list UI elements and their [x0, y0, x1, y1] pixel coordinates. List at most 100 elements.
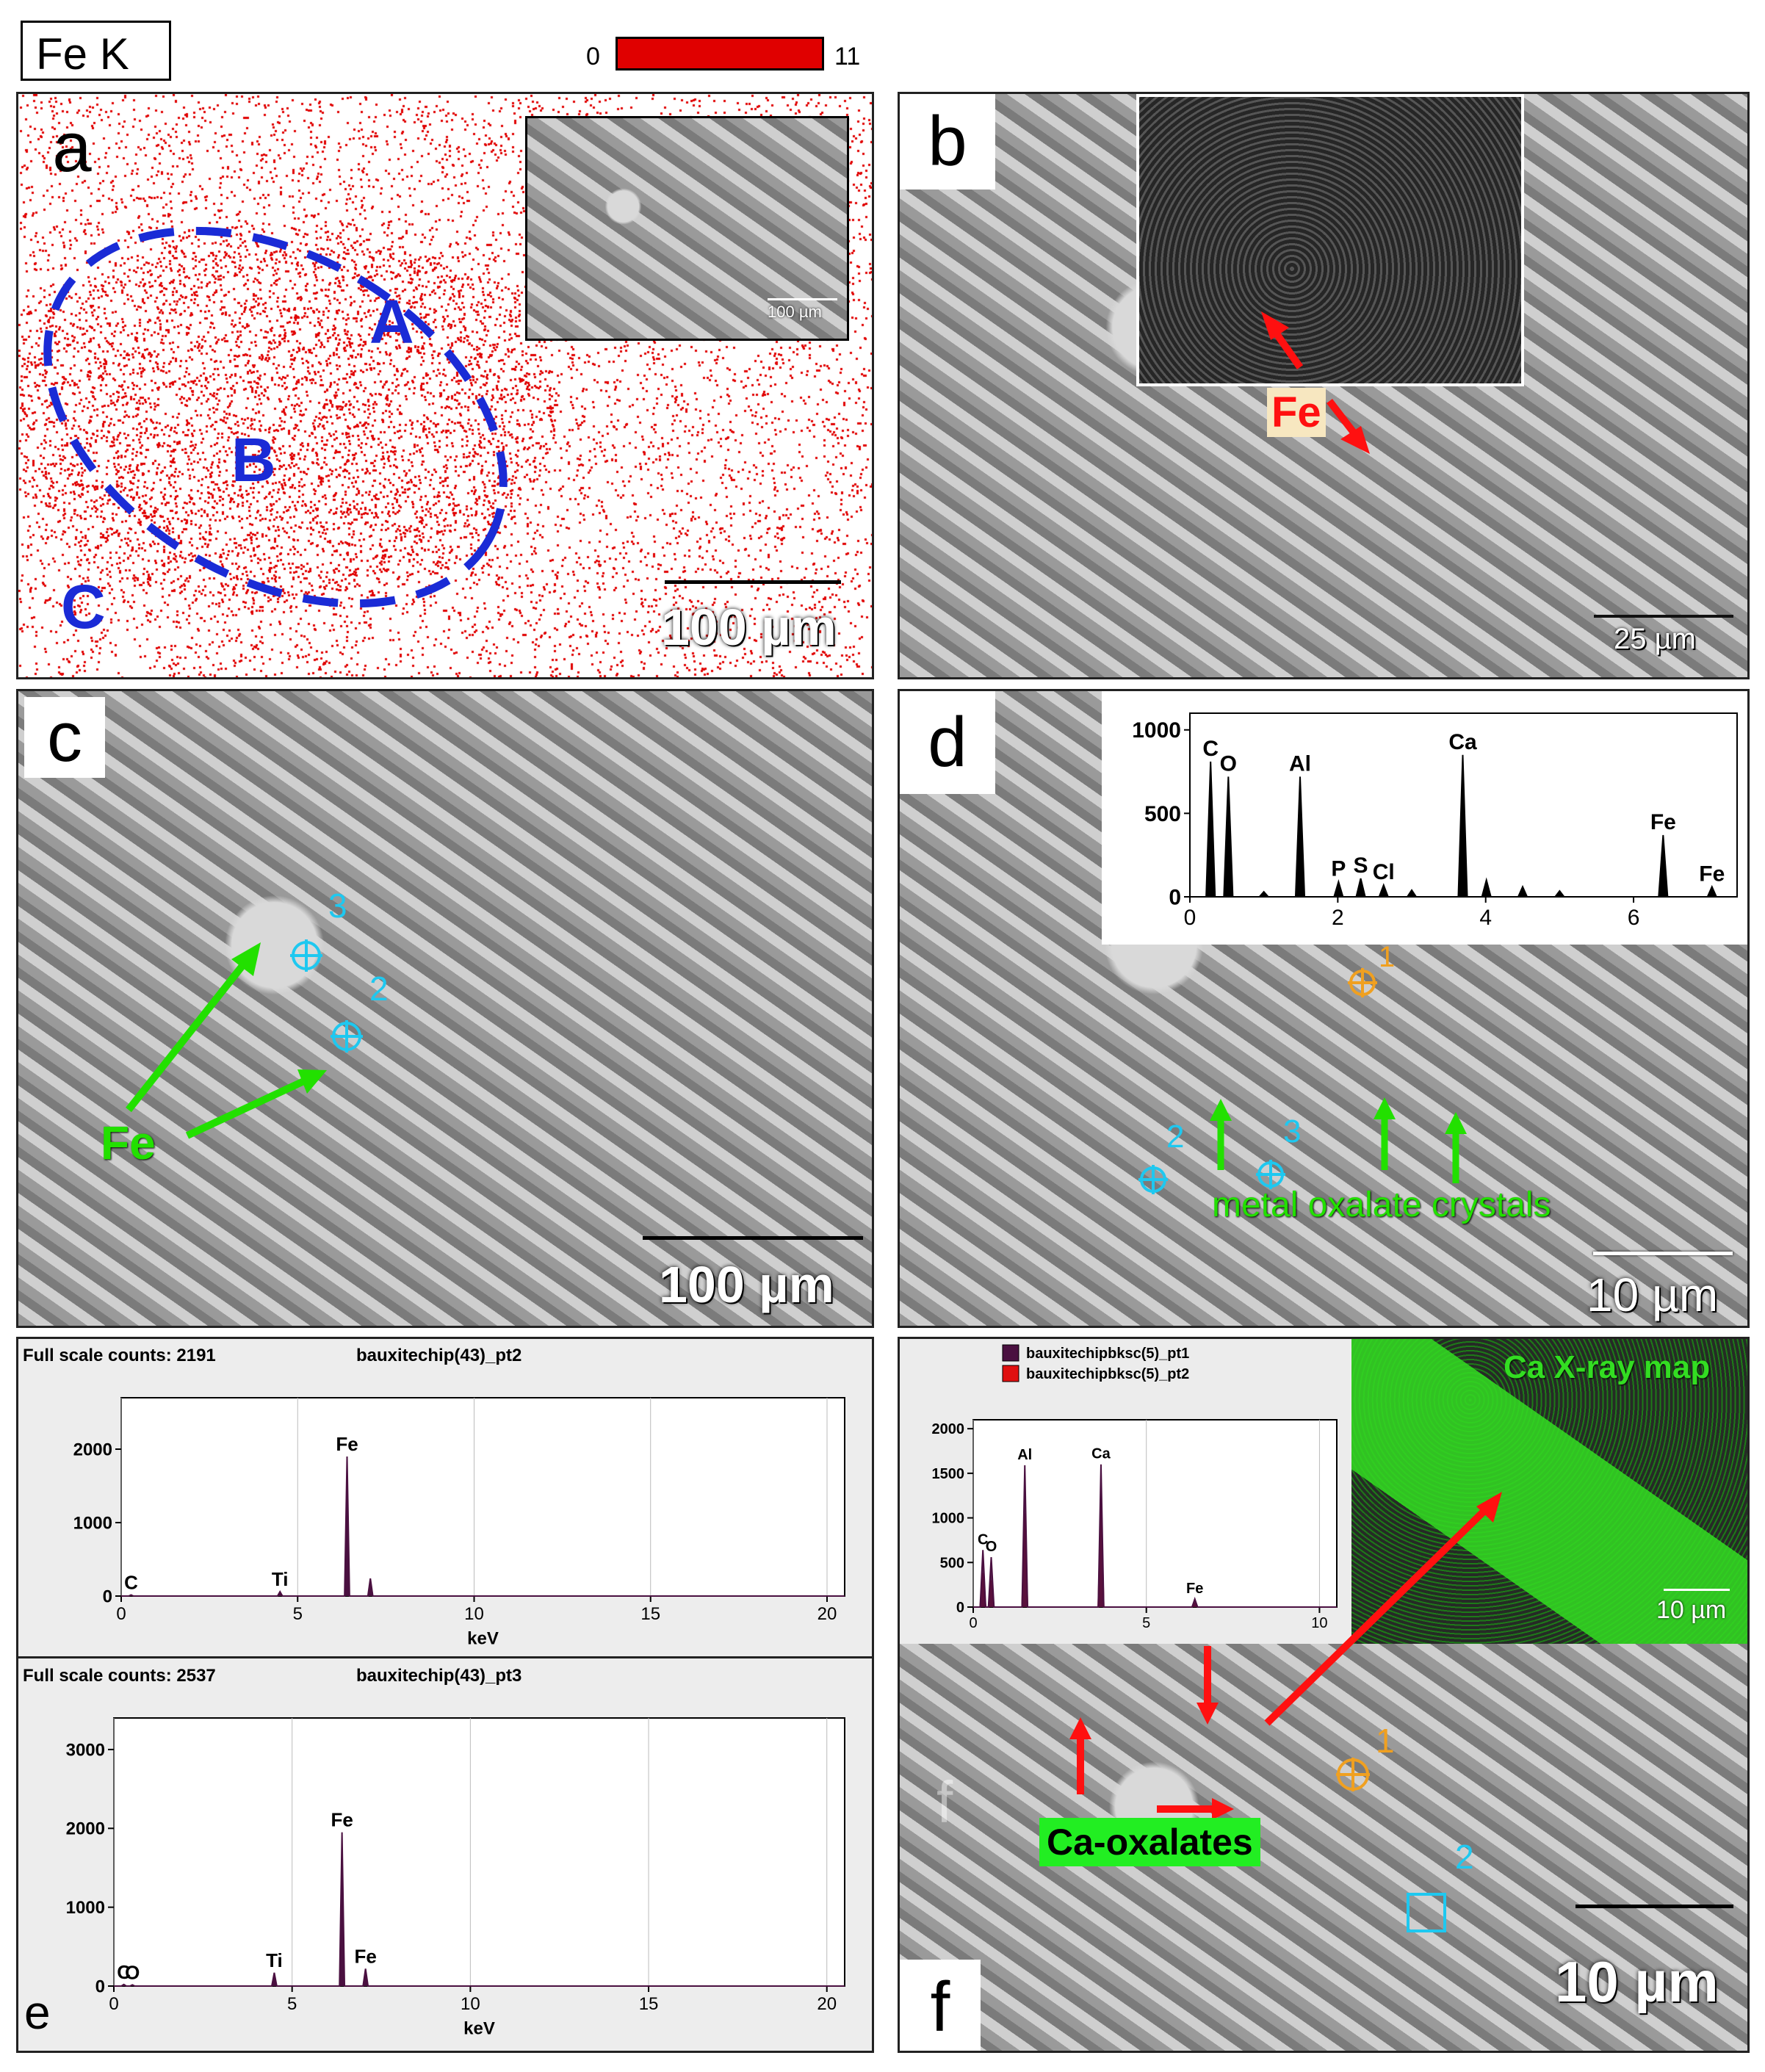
series-1	[973, 1464, 1337, 1608]
ca-oxalates-label: Ca-oxalates	[1039, 1818, 1260, 1866]
map-scale-label: 10 µm	[1656, 1596, 1727, 1624]
scale-bar-a	[665, 580, 841, 584]
y-tick-label: 3000	[66, 1740, 105, 1760]
series-0	[114, 1832, 845, 1987]
peak-label: P	[1331, 857, 1346, 881]
scale-min: 0	[586, 43, 600, 71]
spectrum-name: bauxitechip(43)_pt2	[356, 1346, 521, 1365]
y-tick-label: 0	[95, 1977, 105, 1996]
fe-arrow-down-head	[1340, 426, 1370, 454]
peak-label: Al	[1289, 751, 1311, 776]
region-a-label: A	[369, 287, 414, 356]
plot-area	[972, 1419, 1338, 1608]
x-tick-label: 0	[969, 1615, 977, 1631]
point-2-label: 2	[1166, 1119, 1185, 1155]
fe-arrow-c-1	[126, 956, 250, 1113]
panel-d: d 0 2 4 6 0 500 1000 C O Al P S Cl Ca Fe Fe 1 2 3 metal…	[898, 689, 1750, 1328]
x-tick-label: 20	[817, 1604, 837, 1624]
y-tick-label: 1500	[932, 1466, 965, 1482]
fe-arrow-c-2-head	[297, 1069, 327, 1094]
x-tick-label: 0	[1184, 906, 1196, 930]
y-tick-label: 0	[956, 1600, 964, 1616]
faint-f-label: f	[936, 1769, 953, 1835]
legend-swatch	[1002, 1365, 1019, 1382]
element-label: Fe K	[36, 29, 129, 79]
full-scale-counts: Full scale counts: 2191	[23, 1346, 216, 1365]
peak-label: S	[1354, 853, 1368, 878]
inset-scale-bar	[768, 298, 837, 300]
x-tick-label: 0	[116, 1604, 126, 1624]
peak-label: O	[986, 1539, 997, 1555]
y-tick-label: 1000	[73, 1513, 112, 1533]
ca-map-title: Ca X-ray map	[1504, 1349, 1711, 1385]
scale-label-b: 25 µm	[1614, 623, 1696, 655]
x-axis-label: keV	[467, 1629, 499, 1649]
peak-label: C	[1202, 737, 1219, 761]
scale-label-a: 100 µm	[661, 599, 837, 656]
ca-oxalate-arrows	[1069, 1492, 1502, 1932]
y-tick-label: 2000	[66, 1819, 105, 1839]
peak-label: Ti	[272, 1568, 289, 1590]
peak-label: Fe	[1699, 862, 1725, 886]
y-tick-label: 2000	[932, 1421, 965, 1437]
legend-label: bauxitechipbksc(5)_pt2	[1026, 1366, 1189, 1382]
panel-label-a: a	[52, 108, 92, 187]
peak-label: C	[978, 1531, 988, 1548]
x-tick-label: 10	[461, 1994, 480, 2014]
x-tick-label: 10	[1311, 1615, 1327, 1631]
x-tick-label: 4	[1479, 906, 1492, 930]
point-markers-c	[126, 939, 363, 1139]
point-1-label: 1	[1376, 1722, 1395, 1760]
y-tick-label: 500	[1144, 802, 1181, 826]
peak-label: O	[125, 1961, 140, 1983]
divider	[18, 1656, 872, 1658]
y-tick-label: 0	[103, 1587, 112, 1606]
legend-swatch	[1002, 1344, 1019, 1362]
series-0	[1185, 754, 1737, 898]
panel-label-d: d	[900, 691, 995, 794]
plot-area	[113, 1717, 845, 1987]
scale-label-c: 100 µm	[659, 1256, 834, 1313]
y-tick-label: 0	[1169, 886, 1181, 910]
element-label-box: Fe K	[21, 21, 171, 81]
fe-arrow-c-1-head	[231, 942, 261, 976]
fe-annotation-c: Fe	[101, 1116, 156, 1169]
x-tick-label: 6	[1628, 906, 1640, 930]
x-tick-label: 15	[640, 1604, 660, 1624]
edx-spectrum-f: 0 5 10 0 500 1000 1500 2000 CO Al Ca Fe bauxitechipb…	[932, 1344, 1338, 1631]
edx-spectrum-d: 0 2 4 6 0 500 1000 CO Al P S Cl Ca Fe Fe	[1102, 691, 1747, 945]
peak-label: Ti	[266, 1949, 283, 1971]
panel-label-c: c	[24, 697, 105, 778]
peak-label: O	[1220, 751, 1237, 776]
scale-label-f: 10 µm	[1555, 1949, 1719, 2014]
ca-map-band	[1351, 1339, 1747, 1644]
x-tick-label: 5	[1142, 1615, 1150, 1631]
spectrum-name: bauxitechip(43)_pt3	[356, 1666, 521, 1686]
peak-label: Fe	[1186, 1581, 1203, 1597]
x-tick-label: 2	[1332, 906, 1344, 930]
panel-c: c 3 2 Fe 100 µm	[16, 689, 874, 1328]
y-tick-label: 1000	[66, 1898, 105, 1918]
fe-annotation-b: Fe	[1267, 388, 1326, 437]
panel-b: b Fe 25 µm	[898, 92, 1750, 679]
scale-bar-c	[643, 1236, 863, 1240]
point-2-label: 2	[1455, 1838, 1474, 1876]
full-scale-counts: Full scale counts: 2537	[23, 1666, 216, 1686]
x-tick-label: 5	[293, 1604, 303, 1624]
panel-label-f: f	[900, 1960, 981, 2051]
fe-arrows	[1261, 311, 1370, 454]
peak-label: Ca	[1091, 1446, 1111, 1462]
peak-label: Ca	[1448, 730, 1477, 754]
point-1-label: 1	[1379, 941, 1396, 973]
peak-label: C	[117, 1961, 131, 1983]
fe-arrow-c-2	[185, 1075, 311, 1139]
peak-label: Al	[1017, 1447, 1032, 1463]
panel-a: a A B C 100 µm 100 µm	[16, 92, 874, 679]
fe-arrow-up-head	[1261, 311, 1289, 340]
point-markers-d	[1138, 968, 1467, 1194]
x-tick-label: 5	[287, 1994, 297, 2014]
x-axis-label: keV	[463, 2019, 495, 2039]
edx-spectrum-e-bottom: 0 5 10 15 20 0 1000 2000 3000 CO Ti Fe Fe keV Full sca…	[23, 1666, 845, 2039]
panel-label-e: e	[24, 1986, 51, 2039]
fe-map-inset	[1136, 94, 1524, 386]
